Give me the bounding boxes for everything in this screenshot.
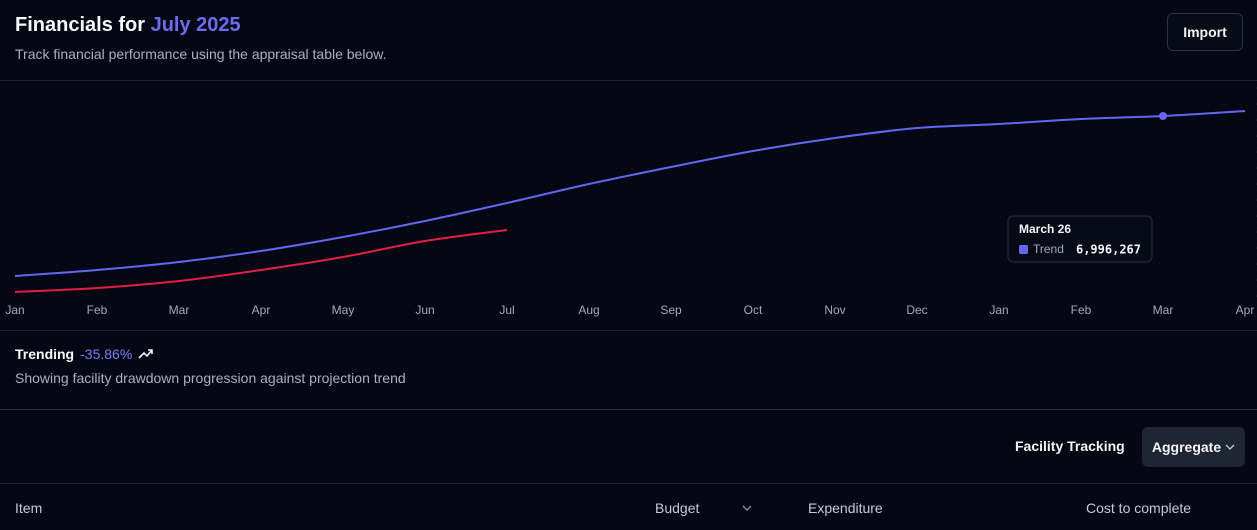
trend-summary: Trending -35.86% — [15, 346, 154, 362]
divider — [0, 80, 1257, 81]
series-line — [14, 229, 508, 293]
trend-label: Trending — [15, 346, 75, 362]
x-tick-label: Dec — [906, 303, 927, 317]
tooltip-value: 6,996,267 — [1076, 243, 1141, 257]
x-tick-label: Apr — [252, 303, 271, 317]
series-line — [14, 110, 1246, 277]
x-tick-label: Aug — [578, 303, 599, 317]
x-tick-label: Mar — [1153, 303, 1174, 317]
divider — [0, 483, 1257, 484]
tooltip-box — [1007, 215, 1153, 263]
select-text: Aggregate — [1151, 439, 1222, 455]
x-tick-label: Jun — [415, 303, 434, 317]
x-tick-label: Jan — [989, 303, 1008, 317]
tooltip: March 26 Trend 6,996,267 — [1007, 215, 1153, 263]
import-button[interactable]: Import — [1167, 13, 1243, 51]
toolbar-label: Facility Tracking — [1015, 438, 1125, 454]
trend-description: Showing facility drawdown progression ag… — [15, 370, 406, 386]
tooltip-title: March 26 — [1019, 222, 1071, 236]
x-tick-label: Mar — [169, 303, 190, 317]
x-tick-label: Jul — [499, 303, 514, 317]
column-header[interactable]: Cost to complete — [1086, 500, 1192, 516]
trend-change: -35.86% — [80, 346, 133, 362]
x-tick-label: Oct — [744, 303, 763, 317]
column-header[interactable]: Item — [15, 500, 43, 516]
x-tick-label: Feb — [1071, 303, 1092, 317]
page-title: Financials for July 2025 — [15, 14, 241, 37]
divider — [0, 330, 1257, 331]
chevron — [1225, 444, 1235, 450]
sort-icon[interactable] — [742, 504, 752, 512]
title-highlight: July 2025 — [150, 14, 241, 36]
x-tick-label: May — [332, 303, 355, 317]
tooltip-swatch — [1019, 245, 1028, 254]
dot-grid — [0, 82, 1257, 298]
tooltip-series: Trend — [1033, 242, 1064, 256]
active-dot — [1159, 111, 1167, 120]
x-tick-label: Jan — [5, 303, 24, 317]
x-tick-label: Nov — [824, 303, 845, 317]
x-tick-label: Feb — [87, 303, 108, 317]
column-header[interactable]: Expenditure — [808, 500, 883, 516]
chart: Jan Feb Mar Apr May Jun Jul Aug Sep Oct Nov Dec Jan F… — [0, 82, 1257, 317]
x-tick-label: Apr — [1236, 303, 1255, 317]
divider — [0, 409, 1257, 410]
subtitle: Track financial performance using the ap… — [15, 46, 387, 62]
x-tick-label: Sep — [660, 303, 682, 317]
trend-icon — [138, 349, 154, 359]
title-text: Financials for — [15, 14, 146, 36]
column-header[interactable]: Budget — [655, 500, 700, 516]
aggregate-select[interactable]: Aggregate — [1142, 427, 1245, 467]
